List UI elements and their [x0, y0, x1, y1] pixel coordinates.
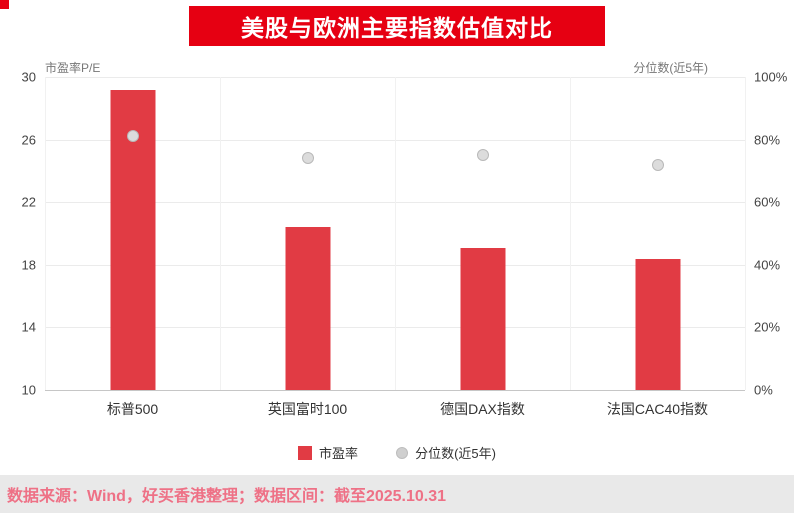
right-axis-tick-label: 20%: [754, 319, 781, 335]
pe-bar: [460, 247, 505, 390]
right-axis-tick-label: 80%: [754, 132, 781, 148]
v-gridline: [395, 77, 396, 390]
left-axis-tick-label: 18: [21, 257, 36, 273]
percentile-dot: [126, 130, 139, 143]
legend-item-percentile: 分位数(近5年): [396, 443, 496, 462]
legend-bar-swatch-icon: [298, 445, 313, 460]
left-axis-tick-label: 22: [21, 194, 36, 210]
right-axis-tick-label: 100%: [754, 69, 788, 85]
chart: 市盈率P/E 分位数(近5年) 30 26 22 18 14 10 100% 80% 60% 40…: [0, 55, 794, 467]
chart-title-banner: 美股与欧洲主要指数估值对比: [189, 6, 605, 46]
percentile-dot: [651, 158, 664, 171]
right-axis-tick-label: 60%: [754, 194, 781, 210]
legend: 市盈率 分位数(近5年): [0, 443, 794, 462]
v-gridline: [745, 77, 746, 390]
right-axis-title: 分位数(近5年): [633, 61, 708, 75]
percentile-dot: [301, 152, 314, 165]
legend-bar-label: 市盈率: [319, 446, 359, 461]
chart-title: 美股与欧洲主要指数估值对比: [241, 15, 553, 41]
h-gridline: [45, 390, 745, 391]
plot-area: 30 26 22 18 14 10 100% 80% 60% 40% 20% 0% 标普500 英国富时1…: [22, 70, 788, 418]
legend-dot-label: 分位数(近5年): [415, 446, 496, 461]
v-gridline: [45, 77, 46, 390]
category-label: 德国DAX指数: [440, 401, 525, 417]
v-gridline: [220, 77, 221, 390]
left-axis-tick-label: 14: [21, 319, 36, 335]
legend-item-pe: 市盈率: [298, 443, 358, 462]
left-axis-tick-label: 10: [21, 382, 36, 398]
footer-bar: 数据来源：Wind，好买香港整理；数据区间：截至2025.10.31: [0, 475, 794, 513]
percentile-dot: [476, 149, 489, 162]
category-label: 法国CAC40指数: [606, 401, 709, 417]
pe-bar: [285, 227, 330, 390]
right-axis-tick-label: 40%: [754, 257, 781, 273]
category-label: 标普500: [106, 401, 159, 417]
legend-dot-swatch-icon: [396, 446, 409, 459]
category-label: 英国富时100: [267, 401, 348, 417]
corner-accent: [0, 0, 9, 9]
left-axis-tick-label: 30: [21, 69, 36, 85]
pe-bar: [635, 258, 680, 390]
left-axis-tick-label: 26: [21, 132, 36, 148]
footer-source-text: 数据来源：Wind，好买香港整理；数据区间：截至2025.10.31: [7, 488, 447, 505]
left-axis-title: 市盈率P/E: [45, 61, 101, 75]
right-axis-tick-label: 0%: [754, 382, 773, 398]
v-gridline: [570, 77, 571, 390]
